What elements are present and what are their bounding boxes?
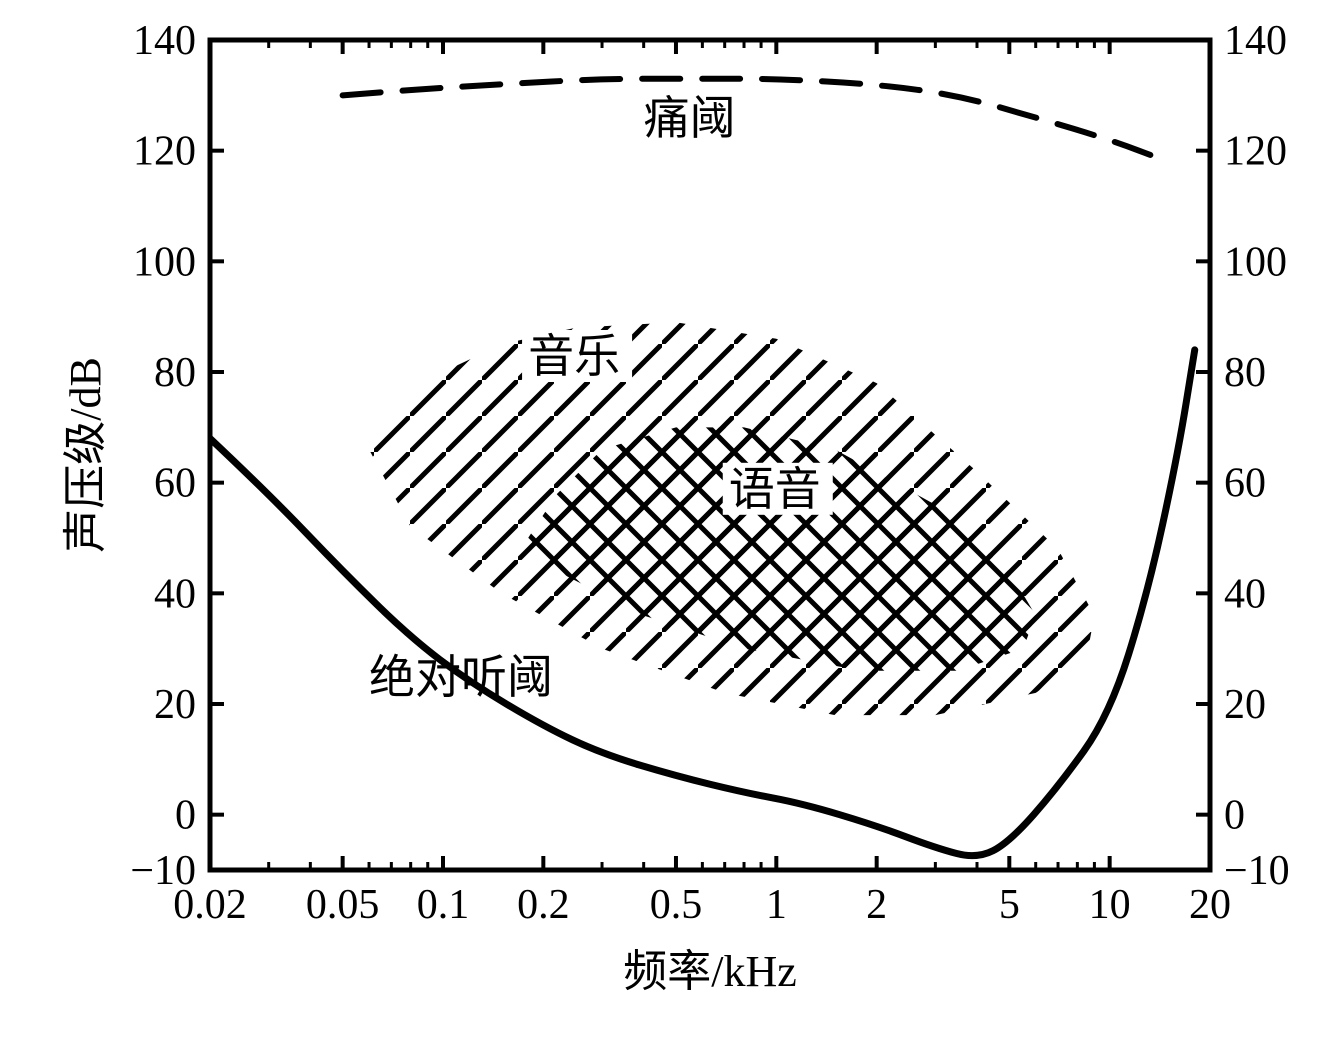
y-tick-label-right: 40 <box>1224 571 1266 617</box>
y-tick-label-left: 40 <box>154 571 196 617</box>
x-tick-label: 2 <box>866 882 887 928</box>
label-hearing-threshold: 绝对听阈 <box>369 652 553 703</box>
hearing-threshold-chart: 0.020.050.10.20.51251020−10−100020204040… <box>50 20 1290 1020</box>
x-tick-label: 0.2 <box>517 882 570 928</box>
x-tick-label: 10 <box>1089 882 1131 928</box>
label-music: 音乐 <box>528 331 620 382</box>
y-tick-label-left: 0 <box>175 793 196 839</box>
y-axis-label: 声压级/dB <box>61 357 110 553</box>
y-tick-label-right: 60 <box>1224 461 1266 507</box>
y-tick-label-right: 20 <box>1224 682 1266 728</box>
label-pain-threshold: 痛阈 <box>644 93 736 144</box>
x-tick-label: 0.1 <box>417 882 470 928</box>
y-tick-label-left: 120 <box>133 129 196 175</box>
y-tick-label-left: 60 <box>154 461 196 507</box>
x-tick-label: 5 <box>999 882 1020 928</box>
x-tick-label: 0.05 <box>306 882 380 928</box>
y-tick-label-right: 140 <box>1224 20 1287 64</box>
y-tick-label-right: 100 <box>1224 239 1287 285</box>
y-tick-label-right: −10 <box>1224 848 1290 894</box>
x-tick-label: 0.5 <box>650 882 703 928</box>
y-tick-label-left: 140 <box>133 20 196 64</box>
y-tick-label-right: 80 <box>1224 350 1266 396</box>
x-axis-label: 频率/kHz <box>623 947 797 996</box>
y-tick-label-right: 0 <box>1224 793 1245 839</box>
y-tick-label-left: 20 <box>154 682 196 728</box>
y-tick-label-left: −10 <box>130 848 196 894</box>
y-tick-label-right: 120 <box>1224 129 1287 175</box>
y-tick-label-left: 80 <box>154 350 196 396</box>
x-tick-label: 1 <box>766 882 787 928</box>
label-speech: 语音 <box>729 464 821 515</box>
y-tick-label-left: 100 <box>133 239 196 285</box>
